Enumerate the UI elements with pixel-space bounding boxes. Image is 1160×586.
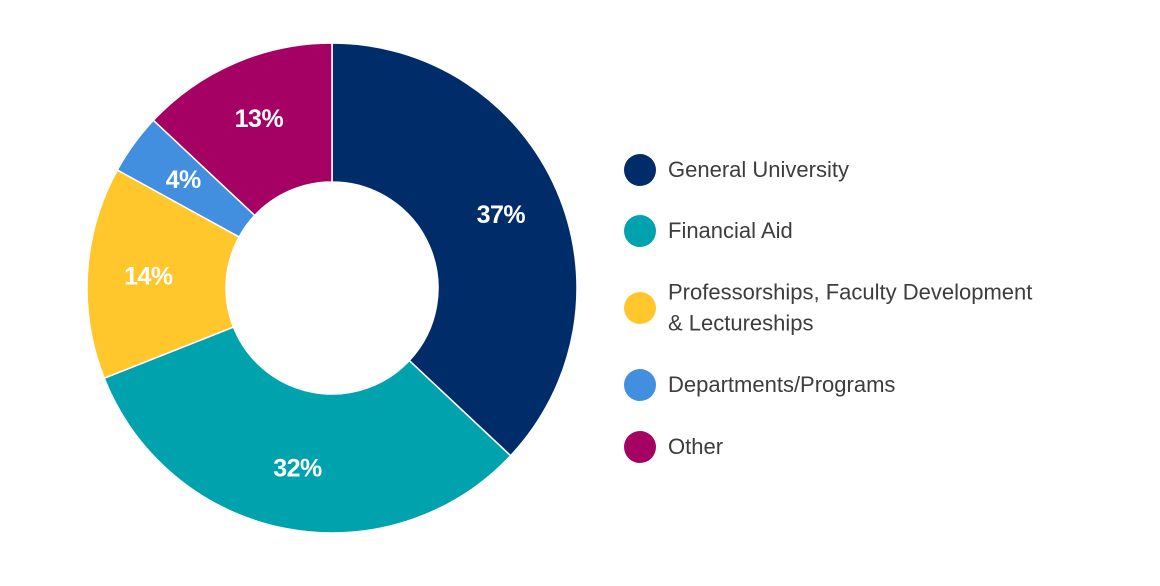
legend-item-departments-programs: Departments/Programs (624, 369, 895, 401)
legend-item-other: Other (624, 431, 723, 463)
slice-financial-aid (103, 326, 512, 534)
slice-label-other: 13% (235, 105, 284, 133)
legend-label-other: Other (668, 434, 723, 459)
legend-label-professorships-faculty-development-and-lectureships-line-2: & Lectureships (668, 311, 814, 336)
legend-label-professorships-faculty-development-and-lectureships-line-1: Professorships, Faculty Development (668, 280, 1032, 305)
chart-legend: General University Financial Aid Professor… (624, 154, 1032, 463)
legend-marker-professorships-faculty-development-and-lectureships (624, 292, 656, 324)
slice-label-financial-aid: 32% (273, 455, 322, 483)
donut-slices (86, 42, 578, 534)
slice-other (152, 42, 333, 217)
legend-marker-departments-programs (624, 369, 656, 401)
legend-marker-financial-aid (624, 215, 656, 247)
slice-professorships-faculty-development-and-lectureships (86, 168, 241, 380)
legend-marker-other (624, 431, 656, 463)
slice-label-professorships-faculty-development-and-lectureships: 14% (124, 262, 173, 290)
legend-label-general-university: General University (668, 157, 849, 182)
slice-label-general-university: 37% (477, 201, 526, 229)
legend-item-financial-aid: Financial Aid (624, 215, 793, 247)
legend-label-departments-programs: Departments/Programs (668, 372, 895, 397)
legend-item-professorships-faculty-development-and-lectureships: Professorships, Faculty Development & Lec… (624, 280, 1032, 336)
legend-marker-general-university (624, 154, 656, 186)
legend-label-financial-aid: Financial Aid (668, 218, 793, 243)
slice-label-departments-programs: 4% (166, 166, 201, 194)
slice-general-university (331, 42, 578, 457)
legend-item-general-university: General University (624, 154, 849, 186)
donut-slice-labels: 37% 32% 14% 4% 13% (124, 105, 526, 483)
